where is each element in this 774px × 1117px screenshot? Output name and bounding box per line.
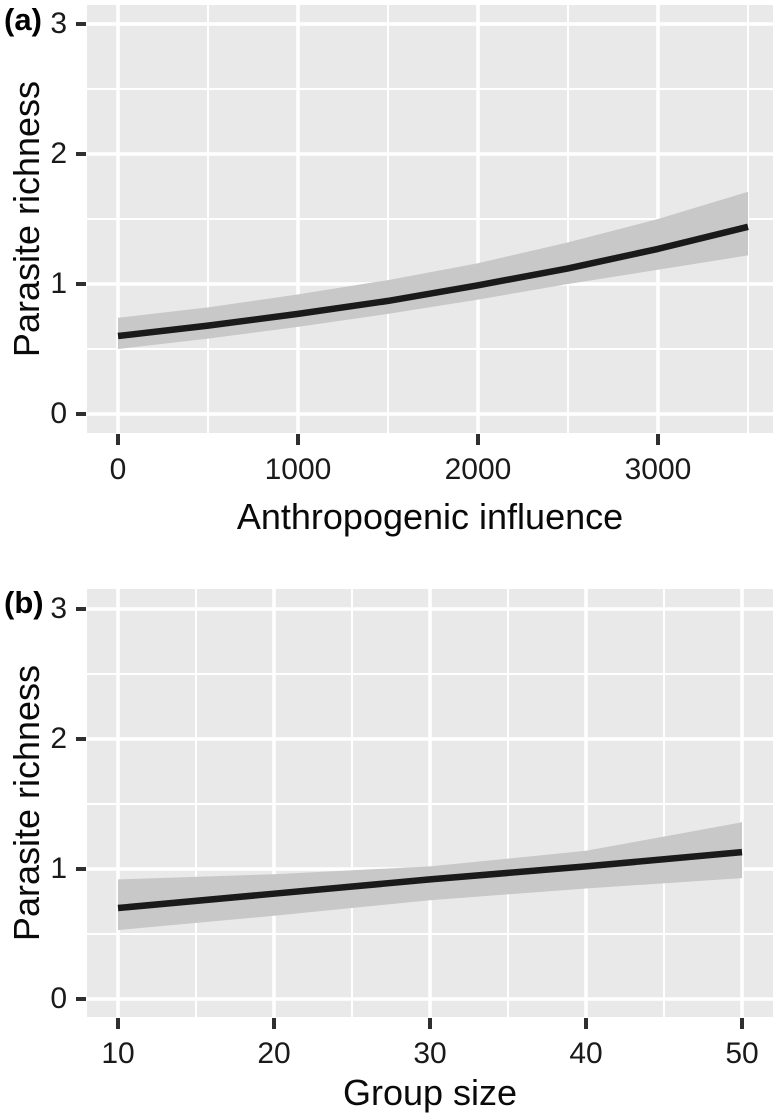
chart-svg-b: [87, 589, 773, 1017]
x-tick-label: 1000: [264, 453, 332, 486]
x-tick-label: 10: [101, 1037, 135, 1070]
panel-a: (a) Parasite richness 0 1 2 3 0 1000 2000 3000…: [0, 0, 774, 550]
y-tick-label: 3: [50, 7, 67, 40]
y-tick-label: 2: [50, 137, 67, 170]
x-tick-mark: [296, 434, 300, 445]
fitted-line: [117, 848, 743, 912]
y-tick-mark: [76, 867, 86, 871]
x-tick-mark: [116, 1018, 120, 1029]
fitted-line: [117, 223, 749, 340]
y-tick-label: 1: [50, 267, 67, 300]
x-tick-mark: [740, 1018, 744, 1029]
y-tick-label: 0: [50, 397, 67, 430]
y-tick-mark: [76, 282, 86, 286]
y-tick-mark: [76, 997, 86, 1001]
plot-area-a: [87, 5, 773, 433]
plot-area-b: [87, 589, 773, 1017]
y-tick-mark: [76, 737, 86, 741]
x-tick-mark: [656, 434, 660, 445]
x-tick-label: 2000: [444, 453, 512, 486]
y-tick-mark: [76, 22, 86, 26]
y-tick-label: 0: [50, 982, 67, 1015]
x-tick-label: 20: [257, 1037, 291, 1070]
y-tick-label: 2: [50, 722, 67, 755]
x-tick-mark: [476, 434, 480, 445]
x-tick-mark: [428, 1018, 432, 1029]
y-tick-mark: [76, 607, 86, 611]
x-axis-title-a: Anthropogenic influence: [236, 496, 624, 537]
chart-svg-a: [87, 5, 773, 433]
x-tick-label: 3000: [624, 453, 692, 486]
x-tick-mark: [116, 434, 120, 445]
x-tick-label: 30: [413, 1037, 447, 1070]
panel-b: (b) Parasite richness 0 1 2 3 10 20 30 40 50 Gr…: [0, 560, 774, 1117]
x-tick-label: 50: [725, 1037, 759, 1070]
y-axis-title-b-text: Parasite richness: [6, 664, 47, 942]
confidence-ribbon: [118, 191, 748, 349]
y-tick-label: 3: [50, 592, 67, 625]
x-tick-label: 0: [109, 453, 127, 486]
panel-b-label: (b): [4, 585, 44, 620]
x-tick-label: 40: [569, 1037, 603, 1070]
y-tick-mark: [76, 412, 86, 416]
y-tick-label: 1: [50, 852, 67, 885]
y-tick-mark: [76, 152, 86, 156]
y-axis-title-a-text: Parasite richness: [6, 80, 47, 358]
x-tick-mark: [272, 1018, 276, 1029]
x-axis-title-b: Group size: [342, 1072, 518, 1113]
panel-a-label: (a): [4, 2, 42, 37]
x-tick-mark: [584, 1018, 588, 1029]
